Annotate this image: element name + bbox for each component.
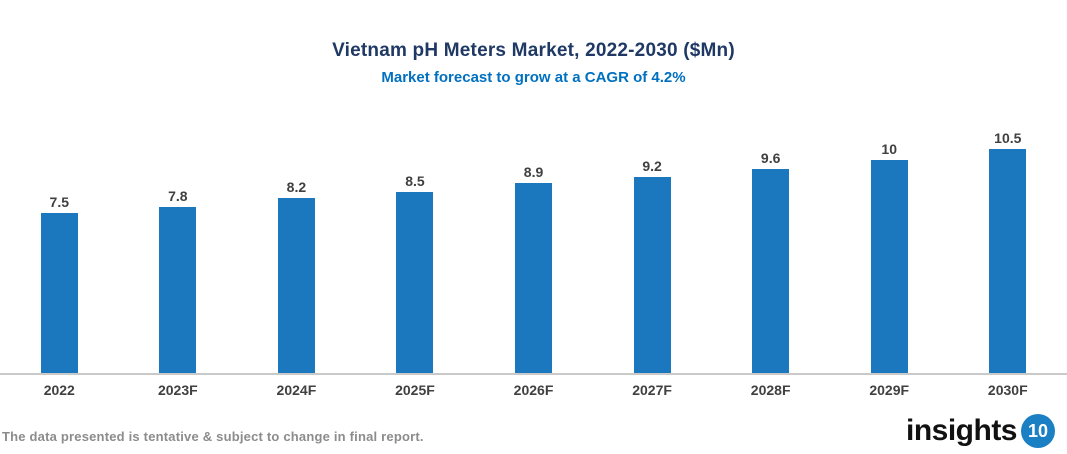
- bar-column-2030F: 10.5: [949, 105, 1067, 373]
- bar-2023F: [159, 206, 197, 373]
- bar-2028F: [752, 168, 790, 373]
- x-axis-label-2026F: 2026F: [513, 382, 554, 398]
- x-axis-label-2028F: 2028F: [750, 382, 791, 398]
- bar-2026F: [515, 183, 553, 373]
- bar-column-2022: 7.5: [0, 105, 119, 373]
- chart-header: Vietnam pH Meters Market, 2022-2030 ($Mn…: [0, 0, 1067, 86]
- bar-2029F: [870, 160, 908, 373]
- bar-value-label: 7.8: [168, 187, 188, 204]
- bar-value-label: 10.5: [994, 130, 1022, 147]
- bar-2024F: [277, 198, 315, 373]
- bar-value-label: 9.2: [642, 158, 662, 174]
- bar-2025F: [396, 191, 434, 373]
- bar-column-2024F: 8.2: [237, 105, 356, 373]
- bar-value-label: 8.5: [405, 172, 425, 189]
- bar-column-2025F: 8.5: [356, 105, 475, 373]
- x-axis-label-2029F: 2029F: [869, 382, 910, 398]
- bar-value-label: 7.5: [49, 194, 70, 211]
- bars-area: 7.5 7.8 8.2 8.5 8.9 9.2 9.6 10 10.5: [0, 105, 1067, 373]
- bar-2030F: [989, 149, 1027, 373]
- x-axis-label-2022: 2022: [43, 382, 75, 398]
- x-axis-line: [0, 373, 1067, 375]
- bar-2027F: [633, 177, 671, 373]
- bar-value-label: 10: [881, 141, 897, 157]
- x-axis-labels: 2022 2023F 2024F 2025F 2026F 2027F 2028F 2029F 2…: [0, 375, 1067, 398]
- bar-2022: [40, 213, 78, 373]
- bar-column-2028F: 9.6: [711, 105, 830, 373]
- logo-badge-circle: 10: [1021, 414, 1055, 448]
- bar-column-2023F: 7.8: [119, 105, 238, 373]
- bar-value-label: 9.6: [760, 149, 781, 166]
- disclaimer-text: The data presented is tentative & subjec…: [2, 429, 424, 444]
- bar-column-2026F: 8.9: [474, 105, 593, 373]
- bar-column-2029F: 10: [830, 105, 949, 373]
- x-axis-label-2030F: 2030F: [987, 382, 1028, 398]
- chart-title: Vietnam pH Meters Market, 2022-2030 ($Mn…: [332, 40, 735, 61]
- bar-value-label: 8.2: [286, 179, 307, 196]
- x-axis-label-2023F: 2023F: [157, 382, 198, 398]
- insights10-logo: insights 10: [906, 414, 1055, 448]
- chart-subtitle: Market forecast to grow at a CAGR of 4.2…: [381, 69, 686, 86]
- bar-value-label: 8.9: [523, 164, 544, 181]
- x-axis-label-2025F: 2025F: [395, 382, 435, 398]
- logo-text: insights: [905, 414, 1018, 447]
- x-axis-label-2027F: 2027F: [632, 382, 672, 398]
- x-axis-label-2024F: 2024F: [276, 382, 317, 398]
- bar-chart: 7.5 7.8 8.2 8.5 8.9 9.2 9.6 10 10.5 2022 2023F 202…: [0, 105, 1067, 398]
- bar-column-2027F: 9.2: [593, 105, 712, 373]
